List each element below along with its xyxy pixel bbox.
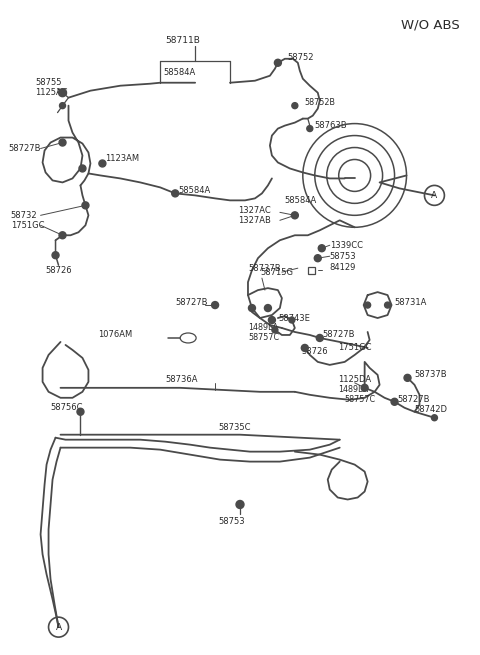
Text: 1489LA: 1489LA xyxy=(338,385,368,394)
Circle shape xyxy=(391,398,398,405)
Circle shape xyxy=(77,408,84,415)
Circle shape xyxy=(318,245,325,252)
Text: A: A xyxy=(432,191,437,200)
Text: 1489LA: 1489LA xyxy=(248,324,278,333)
Text: 58752: 58752 xyxy=(288,53,314,62)
Text: 58727B: 58727B xyxy=(9,144,41,153)
Circle shape xyxy=(361,384,368,391)
Text: A: A xyxy=(56,623,61,631)
Text: 1339CC: 1339CC xyxy=(330,241,363,250)
Bar xyxy=(308,267,315,274)
Text: 58735C: 58735C xyxy=(218,423,251,432)
Text: 1125AC: 1125AC xyxy=(36,88,68,97)
Text: 58763B: 58763B xyxy=(315,121,348,130)
Circle shape xyxy=(314,255,321,262)
Text: 1123AM: 1123AM xyxy=(106,154,140,163)
Text: W/O ABS: W/O ABS xyxy=(401,19,459,32)
Text: 58727B: 58727B xyxy=(397,395,430,404)
Text: 58755: 58755 xyxy=(36,78,62,87)
Text: 58711B: 58711B xyxy=(165,36,200,45)
Text: 58742D: 58742D xyxy=(415,405,447,414)
Text: 1076AM: 1076AM xyxy=(98,331,132,339)
Circle shape xyxy=(365,302,371,308)
Text: 1125DA: 1125DA xyxy=(338,375,371,384)
Text: 1327AB: 1327AB xyxy=(238,215,271,225)
Text: 58584A: 58584A xyxy=(163,68,195,77)
Text: 58731A: 58731A xyxy=(395,297,427,307)
Text: 1751GC: 1751GC xyxy=(338,343,371,352)
Text: 58584A: 58584A xyxy=(285,196,317,205)
Text: 58715G: 58715G xyxy=(260,268,293,276)
Circle shape xyxy=(236,500,244,508)
Text: 58757C: 58757C xyxy=(248,333,279,343)
Circle shape xyxy=(249,305,255,312)
Text: 58737B: 58737B xyxy=(415,370,447,379)
Circle shape xyxy=(79,165,86,172)
Circle shape xyxy=(404,375,411,381)
Circle shape xyxy=(268,316,276,324)
Circle shape xyxy=(172,190,179,197)
Text: 1327AC: 1327AC xyxy=(238,206,271,215)
Text: 1751GC: 1751GC xyxy=(11,221,44,230)
Circle shape xyxy=(264,305,271,312)
Circle shape xyxy=(272,327,278,333)
Text: 58753: 58753 xyxy=(218,517,245,526)
Circle shape xyxy=(59,139,66,146)
Text: 58757C: 58757C xyxy=(345,395,376,404)
Text: 58743E: 58743E xyxy=(278,314,310,322)
Circle shape xyxy=(212,301,218,309)
Text: 58736A: 58736A xyxy=(165,375,198,384)
Text: 58584A: 58584A xyxy=(178,186,210,195)
Circle shape xyxy=(289,317,295,323)
Text: 58727B: 58727B xyxy=(323,331,355,339)
Circle shape xyxy=(301,345,308,352)
Circle shape xyxy=(307,126,313,132)
Text: 58752B: 58752B xyxy=(305,98,336,107)
Text: 84129: 84129 xyxy=(330,263,356,272)
Circle shape xyxy=(384,302,391,308)
Circle shape xyxy=(292,103,298,109)
Circle shape xyxy=(275,60,281,66)
Circle shape xyxy=(52,252,59,259)
Text: 58726: 58726 xyxy=(302,347,328,356)
Text: 58753: 58753 xyxy=(330,252,356,261)
Text: 58732: 58732 xyxy=(11,211,37,220)
Text: 58727B: 58727B xyxy=(175,297,208,307)
Circle shape xyxy=(99,160,106,167)
Circle shape xyxy=(291,212,299,219)
Circle shape xyxy=(432,415,437,421)
Circle shape xyxy=(60,103,65,109)
Text: 58726: 58726 xyxy=(46,266,72,274)
Text: 58737B: 58737B xyxy=(248,264,281,272)
Circle shape xyxy=(59,232,66,239)
Circle shape xyxy=(316,335,323,341)
Text: 58756C: 58756C xyxy=(50,403,83,412)
Circle shape xyxy=(59,88,67,97)
Circle shape xyxy=(82,202,89,209)
